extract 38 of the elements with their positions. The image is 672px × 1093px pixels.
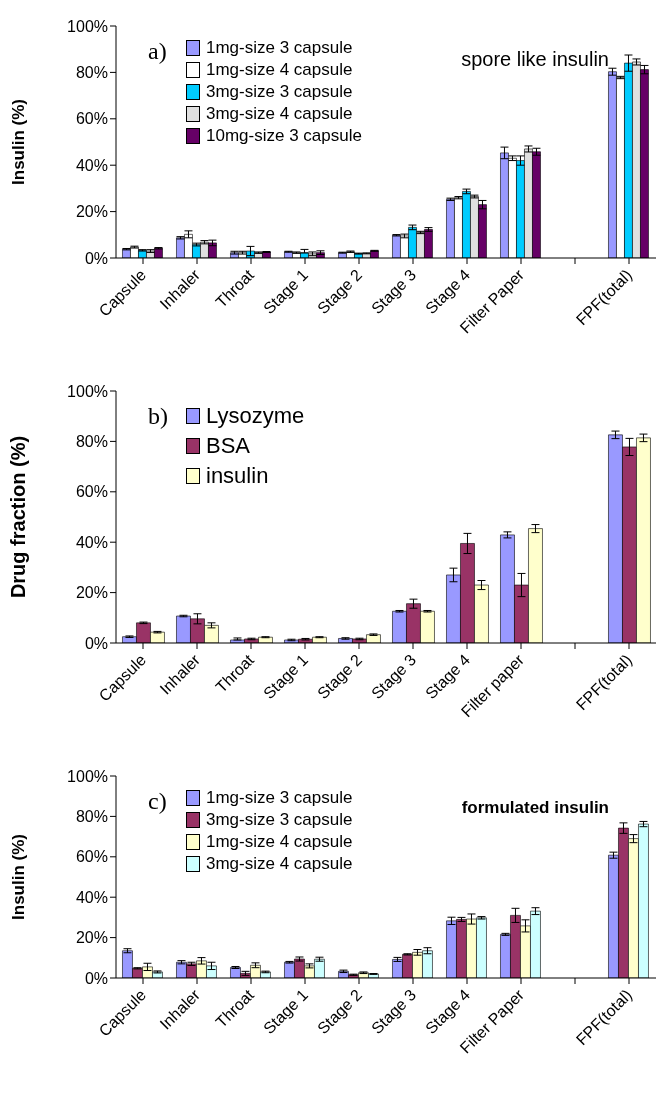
- y-tick-label: 80%: [75, 64, 108, 82]
- y-axis-title: Drug fraction (%): [7, 435, 30, 599]
- legend-label: 3mg-size 4 capsule: [206, 854, 353, 874]
- legend-label: 3mg-size 4 capsule: [206, 104, 353, 124]
- y-tick-label: 40%: [75, 533, 108, 551]
- y-tick-label: 80%: [75, 433, 108, 451]
- legend-label: 3mg-size 3 capsule: [206, 82, 353, 102]
- y-axis-title: Insulin (%): [9, 834, 29, 920]
- y-tick-label: 0%: [84, 634, 108, 652]
- y-tick-label: 60%: [75, 110, 108, 128]
- y-axis-title: Insulin (%): [9, 99, 29, 185]
- legend-label: 3mg-size 3 capsule: [206, 810, 353, 830]
- y-tick-label: 40%: [75, 156, 108, 174]
- annotation: a): [148, 38, 167, 65]
- y-tick-label: 20%: [75, 929, 108, 947]
- annotation: spore like insulin: [461, 48, 609, 71]
- y-tick-label: 80%: [75, 808, 108, 826]
- annotation: b): [148, 403, 168, 430]
- legend-label: 1mg-size 3 capsule: [206, 38, 353, 58]
- legend-label: insulin: [206, 463, 269, 489]
- y-tick-label: 100%: [67, 17, 108, 35]
- y-tick-label: 100%: [67, 382, 108, 400]
- y-tick-label: 60%: [75, 483, 108, 501]
- y-tick-label: 0%: [84, 249, 108, 267]
- y-tick-label: 0%: [84, 969, 108, 987]
- legend-label: 1mg-size 4 capsule: [206, 60, 353, 80]
- y-tick-label: 20%: [75, 584, 108, 602]
- y-tick-label: 60%: [75, 848, 108, 866]
- legend-label: 1mg-size 3 capsule: [206, 788, 353, 808]
- y-tick-label: 40%: [75, 888, 108, 906]
- legend-label: BSA: [206, 433, 251, 459]
- legend-label: Lysozyme: [206, 403, 305, 429]
- annotation: c): [148, 788, 167, 815]
- y-tick-label: 100%: [67, 767, 108, 785]
- y-tick-label: 20%: [75, 203, 108, 221]
- annotation: formulated insulin: [461, 798, 609, 818]
- legend-label: 10mg-size 3 capsule: [206, 126, 362, 146]
- legend-label: 1mg-size 4 capsule: [206, 832, 353, 852]
